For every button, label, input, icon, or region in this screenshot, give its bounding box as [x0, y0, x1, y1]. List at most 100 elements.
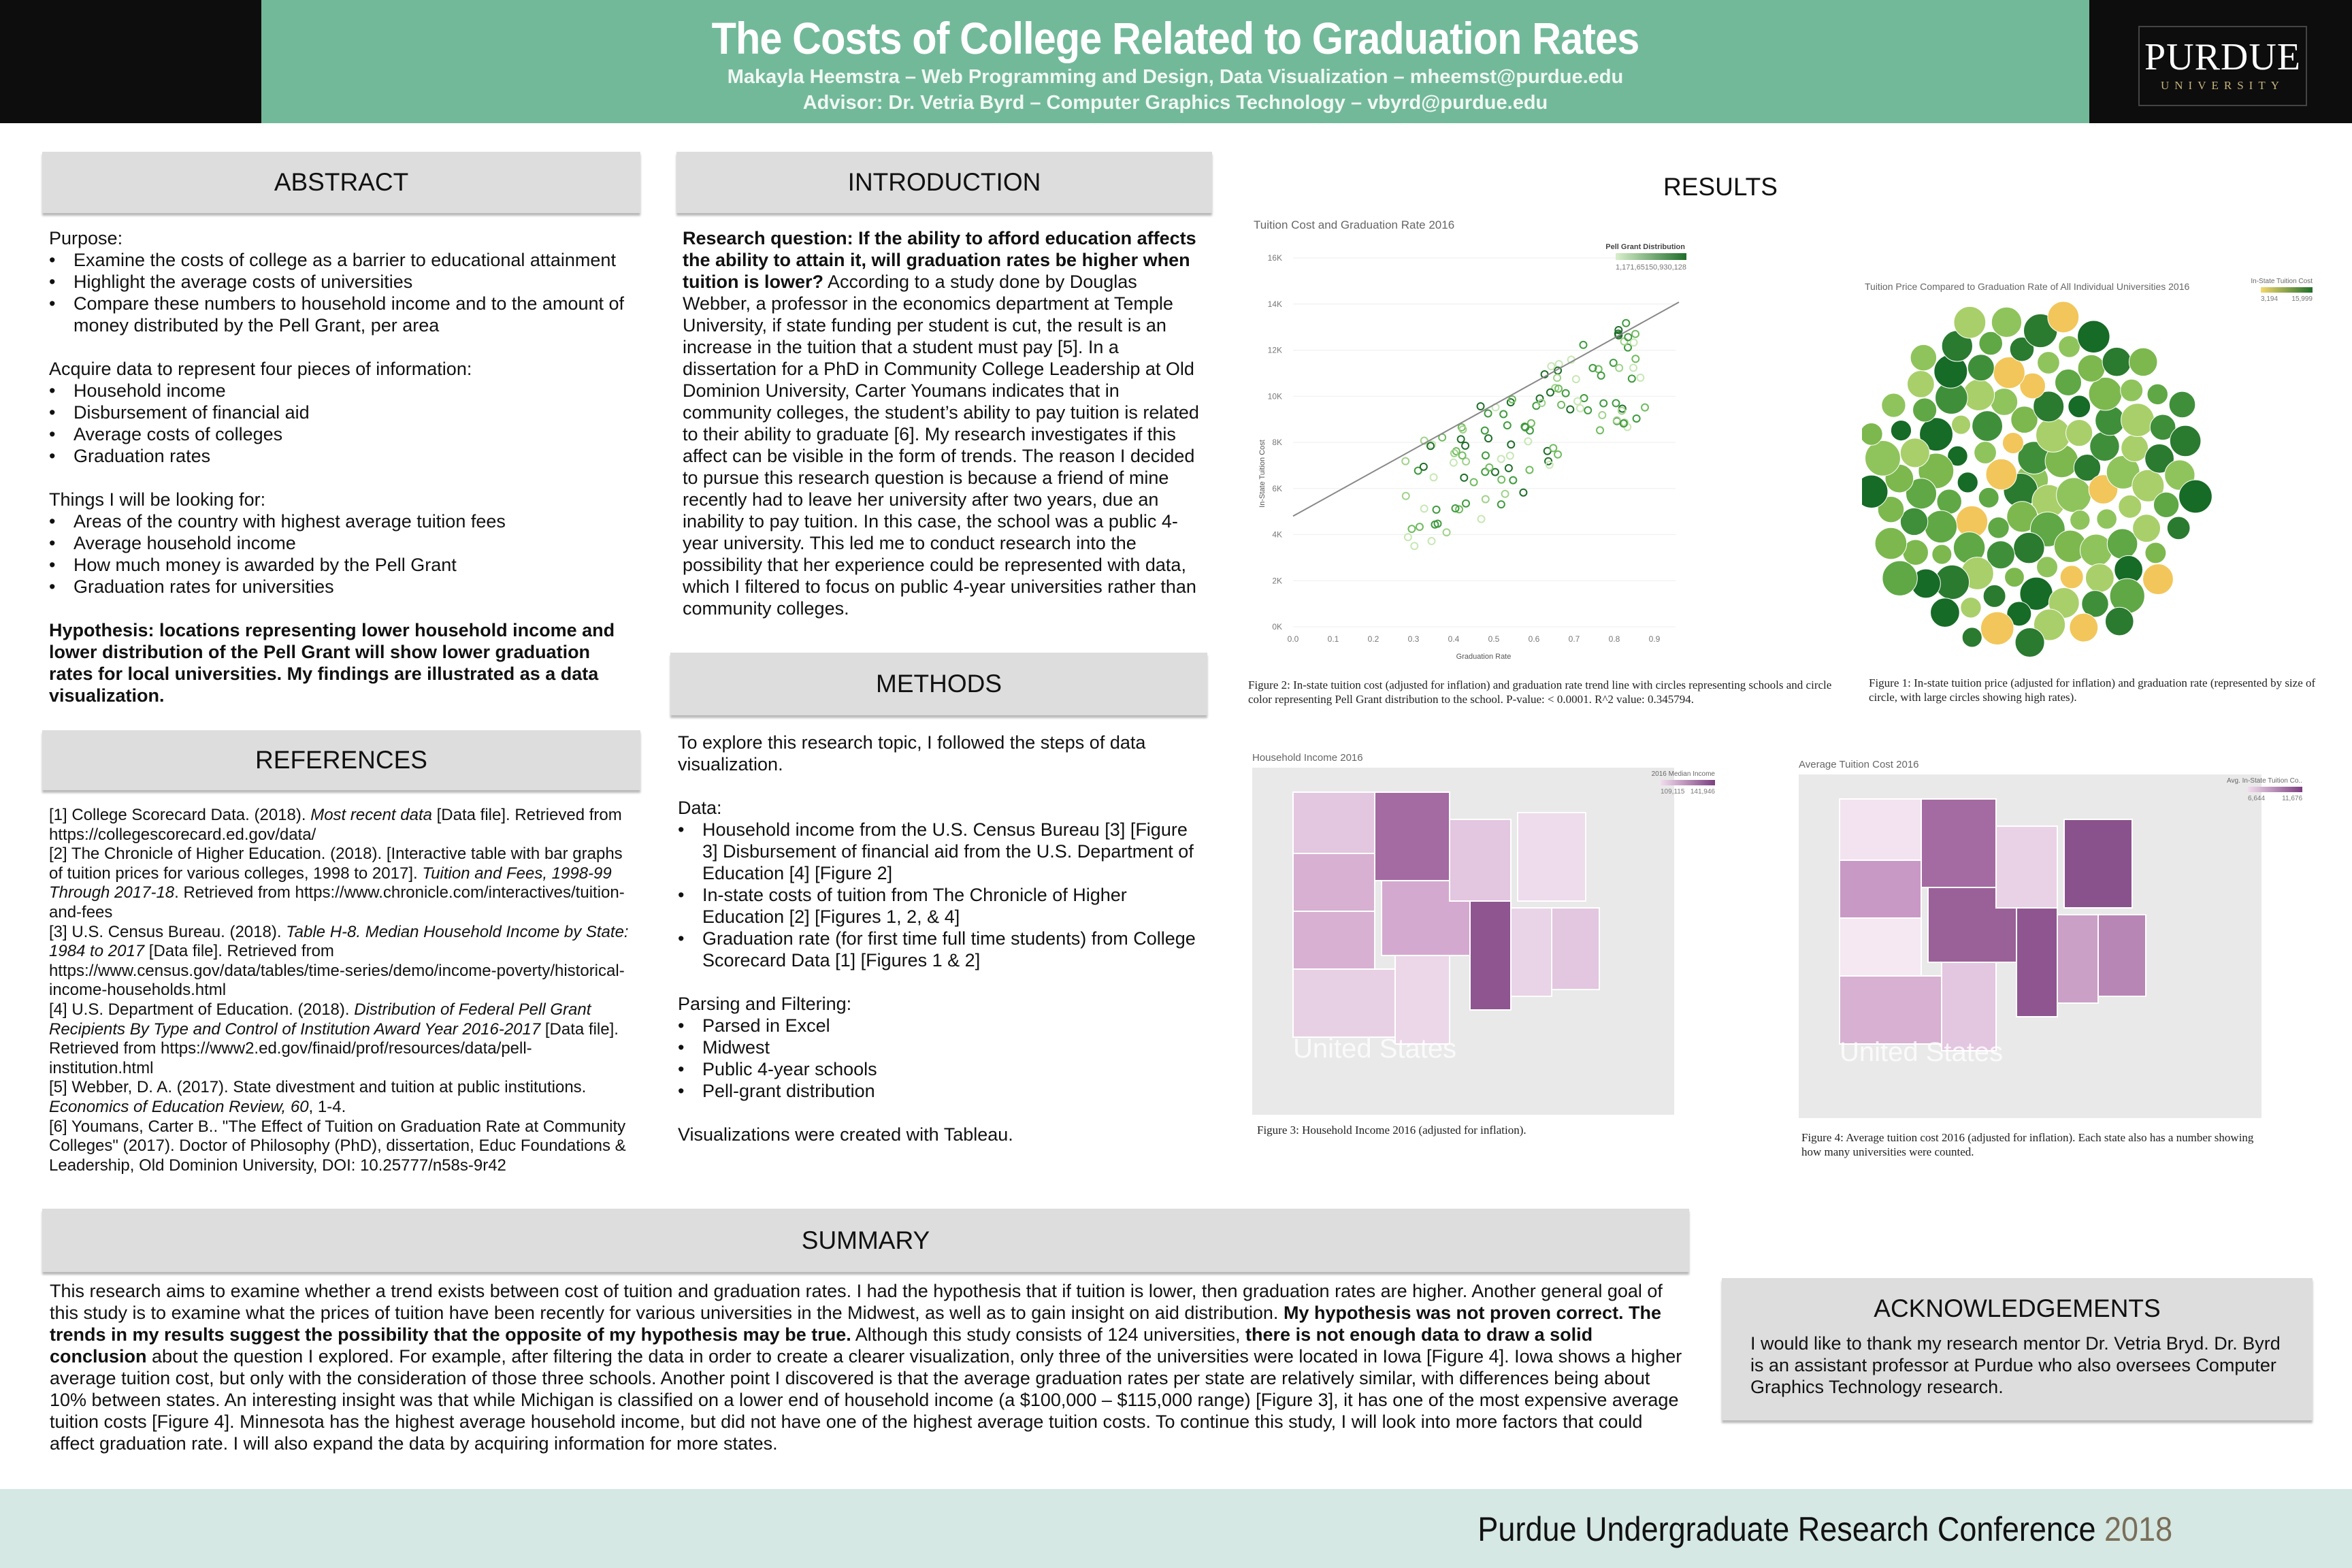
map-state	[1469, 900, 1512, 1011]
bubble	[1985, 458, 2017, 491]
list-item: How much money is awarded by the Pell Gr…	[49, 554, 636, 576]
reference: [5] Webber, D. A. (2017). State divestme…	[49, 1078, 634, 1117]
x-tick-label: 0.0	[1288, 634, 1299, 644]
references: [1] College Scorecard Data. (2018). Most…	[49, 806, 634, 1175]
text-run: [3] U.S. Census Bureau. (2018).	[49, 922, 287, 941]
y-axis-label: In-State Tuition Cost	[1258, 440, 1267, 508]
x-tick-label: 0.5	[1488, 634, 1500, 644]
scatter-point	[1620, 337, 1629, 346]
scatter-point	[1415, 523, 1424, 532]
scatter-point	[1410, 542, 1419, 551]
introduction-text: Research question: If the ability to aff…	[683, 227, 1208, 619]
scatter-point	[1456, 435, 1465, 444]
scatter-point	[1627, 374, 1636, 383]
text-run: [1] College Scorecard Data. (2018).	[49, 806, 311, 824]
legend-ramp	[2248, 787, 2302, 792]
list-item: Parsed in Excel	[678, 1015, 1205, 1036]
figure-2: Tuition Cost and Graduation Rate 2016 Pe…	[1254, 218, 1686, 661]
text-run: [5] Webber, D. A. (2017). State divestme…	[49, 1078, 587, 1097]
bubble	[1877, 495, 1905, 523]
list-item: Graduation rate (for first time full tim…	[678, 928, 1205, 971]
scatter-point	[1481, 495, 1490, 504]
scatter-point	[1598, 411, 1607, 420]
acknowledgements-box: ACKNOWLEDGEMENTS I would like to thank m…	[1722, 1278, 2313, 1420]
section-heading: METHODS	[670, 653, 1207, 715]
logo-text: PURDUE	[2144, 36, 2302, 78]
scatter-point	[1426, 442, 1435, 451]
map-state	[2016, 907, 2058, 1017]
scatter-point	[1460, 473, 1469, 482]
text-run: [6] Youmans, Carter B.. "The Effect of T…	[49, 1117, 626, 1175]
bubble	[2004, 567, 2025, 588]
scatter-point	[1497, 500, 1505, 509]
text-run: Economics of Education Review, 60	[49, 1097, 309, 1116]
y-tick-label: 10K	[1268, 391, 1282, 401]
scatter-point	[1427, 537, 1436, 546]
x-tick-label: 0.8	[1609, 634, 1620, 644]
legend-title: Pell Grant Distribution	[1605, 243, 1685, 251]
bubble	[1978, 487, 1999, 508]
scatter-point	[1504, 463, 1513, 472]
list-item: Highlight the average costs of universit…	[49, 271, 636, 293]
hypothesis: Hypothesis: locations representing lower…	[49, 620, 615, 706]
scatter-point	[1624, 333, 1633, 342]
text-run: . Retrieved from https://www.chronicle.c…	[49, 883, 625, 921]
conference: Purdue Undergraduate Research Conference	[1477, 1510, 2096, 1548]
bubble	[1986, 540, 2015, 570]
scatter-point	[1507, 440, 1516, 449]
scatter-point	[1462, 499, 1471, 508]
bubble	[2070, 510, 2091, 531]
bubble	[2013, 532, 2045, 564]
list: Household income from the U.S. Census Bu…	[678, 819, 1205, 971]
figure-title: Average Tuition Cost 2016	[1799, 759, 1919, 770]
y-tick-label: 2K	[1272, 576, 1282, 585]
scatter-point	[1573, 397, 1582, 406]
section-heading: REFERENCES	[42, 730, 640, 790]
bubble	[2055, 368, 2082, 396]
bubble	[2153, 491, 2180, 518]
scatter-point	[1554, 360, 1563, 369]
bubble	[1947, 445, 1968, 467]
bubble	[2034, 608, 2066, 641]
legend-ramp	[1616, 253, 1686, 260]
map-state	[2097, 914, 2146, 997]
section-heading: SUMMARY	[42, 1209, 1689, 1272]
scatter-point	[1485, 463, 1494, 472]
bubble	[1882, 560, 1918, 596]
text-run: [2] The Chronicle of Higher Education. (…	[49, 845, 623, 883]
bubble	[2081, 590, 2109, 618]
legend-title: In-State Tuition Cost	[2251, 278, 2313, 285]
map-state	[1517, 812, 1586, 902]
map-watermark: United States	[1293, 1034, 1456, 1064]
scatter-point	[1497, 455, 1505, 463]
scatter-point	[1484, 409, 1492, 418]
bubble	[2058, 335, 2080, 358]
bubble	[2144, 443, 2174, 474]
scatter-point	[1480, 426, 1489, 435]
scatter-point	[1455, 505, 1464, 514]
scatter-point	[1612, 399, 1620, 408]
bubble	[2019, 372, 2046, 399]
scatter-point	[1629, 363, 1638, 372]
bubble	[1912, 397, 1938, 423]
bubble	[1967, 354, 1995, 382]
list-item: In-state costs of tuition from The Chron…	[678, 884, 1205, 928]
section-heading: ABSTRACT	[42, 152, 640, 213]
authors: Makayla Heemstra – Web Programming and D…	[727, 66, 1624, 88]
scatter-point	[1401, 457, 1410, 466]
scatter-point	[1484, 434, 1493, 443]
x-axis-label: Graduation Rate	[1456, 653, 1512, 661]
label: Purpose:	[49, 228, 123, 248]
legend-max: 50,930,128	[1649, 263, 1686, 272]
x-tick-label: 0.4	[1448, 634, 1460, 644]
scatter-point	[1490, 468, 1499, 476]
map-state	[1394, 955, 1450, 1045]
bubble	[2073, 454, 2102, 482]
y-tick-label: 14K	[1268, 299, 1282, 309]
scatter-point	[1599, 399, 1608, 408]
list-item: Compare these numbers to household incom…	[49, 293, 636, 336]
scatter-point	[1432, 505, 1441, 514]
scatter-point	[1597, 371, 1605, 380]
map-state	[1839, 975, 1942, 1045]
